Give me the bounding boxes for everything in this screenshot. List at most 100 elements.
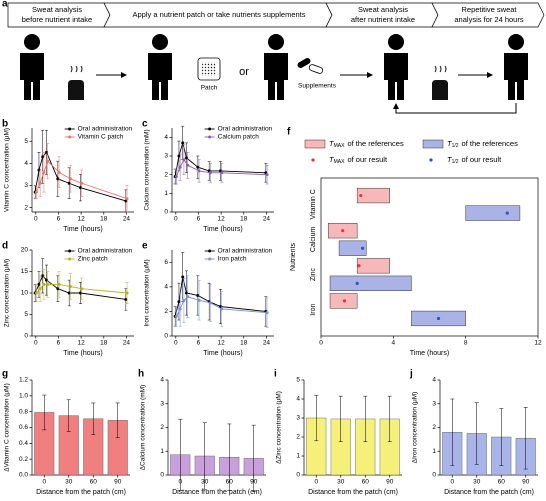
category-label: Vitamin C [310,189,317,219]
y-tick-label: 5 [24,311,28,318]
y-tick-label: 2 [164,171,168,178]
y-tick-label: 0 [432,472,436,479]
y-tick-label: 4 [296,396,300,403]
y-tick-label: 3 [164,153,168,160]
point [34,291,38,295]
range-box [356,258,390,274]
legend-swatch [304,139,326,149]
x-tick-label: 30 [337,479,345,486]
x-tick-label: 0 [174,216,178,223]
point [79,291,83,295]
result-dot [360,246,365,250]
x-tick-label: 0 [314,479,318,486]
legend-label: TMAX of our result [329,155,388,165]
panel-letter: a [2,0,8,10]
y-tick-label: 2 [160,424,164,431]
x-tick-label: 24 [263,340,271,347]
point [124,199,128,203]
point [45,278,49,282]
y-tick-label: 3 [24,182,28,189]
y-tick-label: 1 [432,448,436,455]
point [265,311,269,315]
x-axis-title: Time (hours) [203,350,242,357]
x-tick-label: 12 [77,216,85,223]
x-tick-label: 90 [386,479,394,486]
legend-marker [208,257,212,261]
x-tick-label: 12 [217,216,225,223]
step-text: Sweat analysis [32,5,82,14]
x-tick-label: 24 [123,340,131,347]
person-icon [384,34,408,100]
y-tick-label: 0.6 [19,424,28,431]
loop-arrow [393,103,517,114]
x-axis-title: Time (hours) [63,350,102,357]
x-tick-label: 0 [178,479,182,486]
error-bar [523,407,528,470]
x-tick-label: 8 [464,340,468,347]
legend-subscript: MAX [334,143,346,149]
panel-letter: g [2,369,8,380]
legend-label: Zinc patch [78,256,108,263]
y-tick-label: 0.0 [19,472,28,479]
point [196,293,200,297]
point [79,186,83,190]
error-bar [91,402,96,435]
point [42,282,46,286]
step-text: analysis for 24 hours [454,15,523,24]
x-tick-label: 6 [57,340,61,347]
panel-letter: e [142,241,148,252]
y-axis-title: Iron concentration (μM) [144,259,151,326]
legend-label: Oral administration [78,126,133,133]
series-line [174,141,266,177]
y-tick-label: 0 [296,472,300,479]
legend-symbol: T [329,155,335,164]
y-tick-label: 4 [164,284,168,291]
point [265,173,269,177]
point [45,150,49,154]
point [220,171,224,175]
legend-text: of the references [462,139,519,148]
x-tick-label: 0 [34,340,38,347]
step-text: before nutrient intake [22,15,92,24]
y-tick-label: 2 [296,434,300,441]
or-label: or [239,66,249,78]
x-tick-label: 60 [498,479,506,486]
point [67,181,71,185]
point [68,285,72,289]
point [182,158,186,162]
point [124,297,128,301]
legend-marker [68,135,72,139]
series-line [35,160,128,200]
error-bar [115,402,120,439]
x-tick-label: 6 [197,216,201,223]
point [57,170,61,174]
error-bar [450,398,455,466]
y-tick-label: 3 [296,415,300,422]
legend-subscript: MAX [334,159,346,165]
y-tick-label: 0 [160,472,164,479]
error-bar [338,395,343,442]
legend-marker [68,257,72,261]
legend-label: Oral administration [78,248,133,255]
y-tick-label: 0 [164,333,168,340]
patch-label: Patch [201,85,218,92]
legend-label: Iron patch [218,256,247,263]
panel-letter: d [2,241,8,252]
step-box [431,2,545,28]
y-tick-label: 3 [432,400,436,407]
category-label: Iron [310,304,317,316]
legend-symbol: T [447,139,453,148]
point [177,300,181,304]
y-axis-title: ΔZinc concentration (μM) [276,391,283,464]
panel-a: a Sweat analysis before nutrient intake … [2,0,545,114]
y-tick-label: 1 [160,448,164,455]
x-tick-label: 24 [263,216,271,223]
point [41,274,45,278]
point [219,305,223,309]
error-bar [42,394,47,431]
point [67,291,71,295]
x-tick-label: 12 [534,340,542,347]
legend-subscript: 1/2 [452,143,459,149]
y-tick-label: 1 [296,453,300,460]
